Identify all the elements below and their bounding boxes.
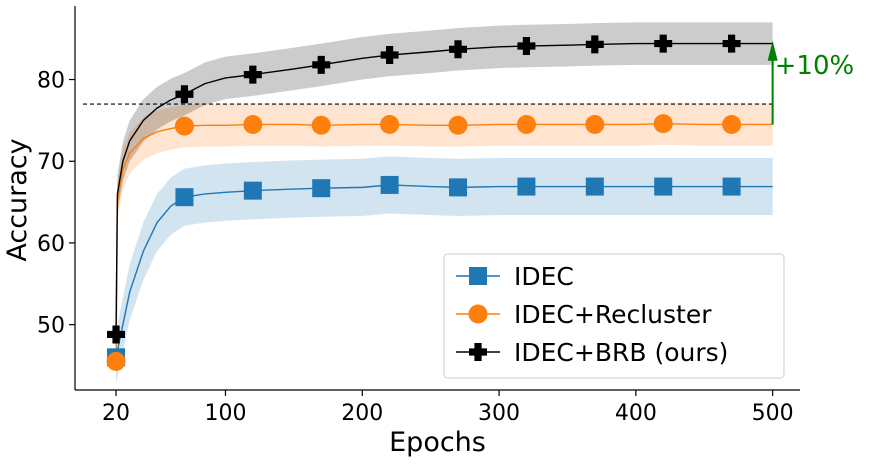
marker-idec-brb-ours xyxy=(585,35,604,54)
marker-idec-brb-ours xyxy=(312,55,331,74)
marker-idec-recluster xyxy=(106,351,126,371)
marker-idec-recluster xyxy=(516,114,536,134)
marker-idec-brb-ours xyxy=(107,325,126,344)
x-axis-label: Epochs xyxy=(389,427,486,458)
legend: IDEC IDEC+Recluster IDEC+BRB (ours) xyxy=(443,253,785,379)
marker-idec-brb-ours xyxy=(722,34,741,53)
x-tick-label: 500 xyxy=(752,401,794,426)
marker-idec-recluster xyxy=(380,114,400,134)
y-axis-label: Accuracy xyxy=(2,138,33,261)
band-idec-brb-ours xyxy=(116,22,773,343)
marker-idec xyxy=(380,175,399,194)
y-tick-label: 50 xyxy=(37,314,65,339)
line-idec xyxy=(115,184,773,358)
marker-idec-brb-ours xyxy=(654,34,673,53)
line-idec-brb-ours xyxy=(115,42,773,335)
marker-idec xyxy=(243,181,262,200)
legend-marker-idec-recluster xyxy=(468,304,488,324)
legend-label-idec: IDEC xyxy=(514,262,574,291)
series-lines xyxy=(115,42,773,362)
tick-labels: 20 100 200 300 400 500 50 60 70 80 xyxy=(37,69,794,426)
marker-idec xyxy=(654,177,673,196)
marker-idec-brb-ours xyxy=(243,65,262,84)
legend-label-idec-brb-ours: IDEC+BRB (ours) xyxy=(514,338,728,367)
marker-idec xyxy=(175,188,194,207)
marker-idec-recluster xyxy=(311,115,331,135)
marker-idec-brb-ours xyxy=(175,85,194,104)
legend-marker-idec-brb-ours xyxy=(469,343,487,361)
marker-idec xyxy=(585,177,604,196)
marker-idec-recluster xyxy=(585,114,605,134)
band-idec xyxy=(116,156,773,384)
marker-idec xyxy=(517,177,536,196)
y-tick-label: 60 xyxy=(37,232,65,257)
marker-idec-recluster xyxy=(722,114,742,134)
marker-idec xyxy=(722,177,741,196)
marker-idec-recluster xyxy=(243,114,263,134)
legend-label-idec-recluster: IDEC+Recluster xyxy=(514,300,712,329)
improvement-annotation: +10% xyxy=(767,40,855,125)
line-idec-recluster xyxy=(115,122,773,362)
marker-idec-recluster xyxy=(174,116,194,136)
x-tick-label: 100 xyxy=(204,401,246,426)
marker-idec-brb-ours xyxy=(380,46,399,65)
marker-idec-recluster xyxy=(653,114,673,134)
marker-idec xyxy=(449,178,468,197)
x-tick-label: 400 xyxy=(615,401,657,426)
x-tick-label: 200 xyxy=(341,401,383,426)
legend-box xyxy=(443,253,785,379)
legend-items: IDEC IDEC+Recluster IDEC+BRB (ours) xyxy=(456,262,728,367)
x-tick-label: 20 xyxy=(102,401,130,426)
axes xyxy=(69,6,800,396)
marker-idec-recluster xyxy=(448,115,468,135)
series-markers xyxy=(106,34,742,371)
y-tick-label: 80 xyxy=(37,69,65,94)
annotation-label: +10% xyxy=(775,51,855,81)
marker-idec-brb-ours xyxy=(517,37,536,56)
marker-idec xyxy=(312,179,331,198)
marker-idec-brb-ours xyxy=(449,40,468,59)
y-tick-label: 70 xyxy=(37,150,65,175)
x-tick-label: 300 xyxy=(478,401,520,426)
legend-marker-idec xyxy=(469,267,487,285)
annotation-arrow-head xyxy=(767,40,778,61)
